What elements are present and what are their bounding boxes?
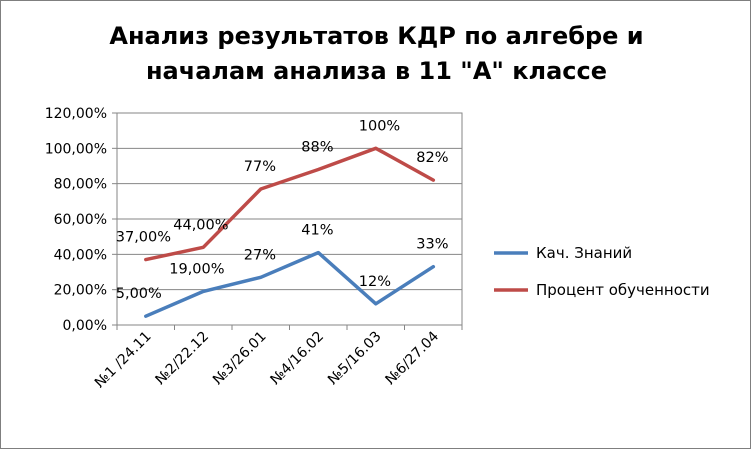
data-label: 100% [359, 118, 400, 134]
y-tick-label: 100,00% [45, 141, 107, 157]
x-category-label: №5/16.03 [325, 329, 385, 389]
chart-title-line-1: Анализ результатов КДР по алгебре и [109, 22, 644, 50]
x-category-label: №1 /24.11 [92, 329, 155, 392]
data-label: 41% [301, 223, 333, 239]
data-label: 82% [416, 150, 448, 166]
y-tick-label: 20,00% [54, 283, 107, 299]
data-label: 12% [359, 274, 391, 290]
x-category-label: №6/27.04 [382, 328, 442, 388]
series-line-1 [144, 250, 436, 318]
data-label: 44,00% [173, 217, 228, 233]
data-label: 5,00% [116, 286, 162, 302]
y-tick-label: 40,00% [54, 247, 107, 263]
data-label: 33% [416, 237, 448, 253]
x-category-label: №4/16.02 [267, 329, 327, 389]
legend-label-1: Кач. Знаний [536, 244, 632, 262]
series-line-2 [144, 146, 436, 262]
x-category-label: №3/26.01 [210, 329, 270, 389]
y-tick-label: 120,00% [45, 106, 107, 122]
chart-title-line-2: началам анализа в 11 "А" классе [145, 57, 608, 85]
data-label: 77% [244, 159, 276, 175]
y-tick-label: 80,00% [54, 177, 107, 193]
data-label: 37,00% [116, 230, 171, 246]
y-tick-label: 60,00% [54, 212, 107, 228]
legend-label-2: Процент обученности [536, 281, 710, 299]
y-tick-label: 0,00% [63, 318, 107, 334]
x-category-label: №2/22.12 [152, 329, 212, 389]
data-label: 19,00% [169, 261, 224, 277]
data-label: 27% [244, 247, 276, 263]
data-label: 88% [301, 140, 333, 156]
